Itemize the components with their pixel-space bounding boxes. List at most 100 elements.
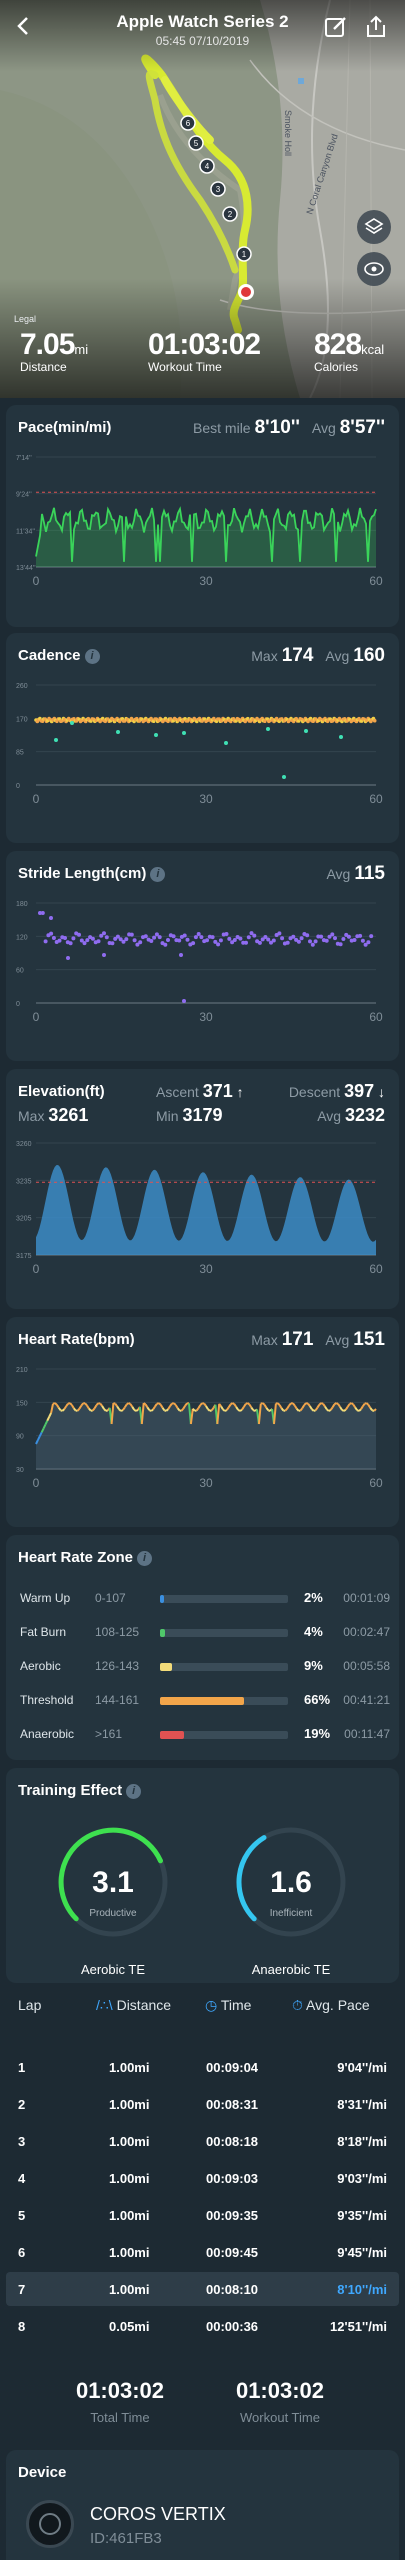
- lap-row[interactable]: 7 1.00mi 00:08:10 8'10''/mi: [6, 2272, 399, 2306]
- lap-row[interactable]: 3 1.00mi 00:08:18 8'18''/mi: [18, 2134, 387, 2149]
- stride-point: [157, 935, 162, 940]
- stride-point: [277, 931, 282, 936]
- zone-bar-fill: [160, 1595, 164, 1603]
- stride-point: [333, 936, 337, 941]
- heart-rate-segment: [192, 1408, 196, 1412]
- y-tick-label: 85: [16, 750, 24, 757]
- heart-rate-segment: [303, 1402, 307, 1406]
- stride-point: [218, 938, 223, 943]
- heart-rate-segment: [128, 1402, 131, 1405]
- back-icon[interactable]: [10, 14, 38, 42]
- stride-point: [118, 937, 123, 942]
- heart-rate-segment: [164, 1409, 167, 1412]
- x-tick-label: 0: [33, 574, 40, 588]
- stride-point: [110, 941, 115, 946]
- heart-rate-segment: [122, 1406, 126, 1411]
- stride-point: [338, 942, 343, 947]
- elevation-avg: Avg 3232: [317, 1105, 385, 1125]
- heart-rate-segment: [233, 1403, 238, 1408]
- stride-point: [313, 939, 318, 944]
- y-tick-label: 13'44'': [16, 565, 36, 572]
- hr-zone-title: Heart Rate Zone: [18, 1549, 134, 1566]
- stride-point: [238, 936, 243, 941]
- lap-row[interactable]: 4 1.00mi 00:09:03 9'03''/mi: [18, 2171, 387, 2186]
- aerobic-te-value: 3.1: [92, 1866, 134, 1899]
- heart-rate-zone-card: Heart Rate Zone i Warm Up 0-107 2% 00:01:09 F…: [6, 1535, 399, 1760]
- stride-point: [305, 933, 310, 938]
- stride-point: [244, 940, 248, 945]
- stride-point: [102, 953, 106, 957]
- info-icon[interactable]: i: [137, 1551, 153, 1566]
- stride-point: [216, 942, 221, 947]
- heart-rate-segment: [257, 1403, 262, 1425]
- heart-rate-segment: [263, 1404, 268, 1409]
- info-icon[interactable]: i: [84, 649, 100, 664]
- heart-rate-segment: [273, 1403, 277, 1425]
- stride-point: [177, 938, 182, 943]
- heart-rate-segment: [71, 1404, 75, 1409]
- info-icon[interactable]: i: [126, 1784, 142, 1799]
- stride-card: Stride Length(cm) i Avg 115 180 120 60 0 0 30 60: [6, 851, 399, 1061]
- heart-rate-segment: [284, 1407, 288, 1412]
- heart-rate-segment: [322, 1403, 326, 1408]
- heart-rate-segment: [358, 1408, 362, 1412]
- heart-rate-segment: [260, 1402, 264, 1405]
- lap-row[interactable]: 6 1.00mi 00:09:45 9'45''/mi: [18, 2245, 387, 2260]
- hr-zone-row: Fat Burn 108-125 4% 00:02:47: [20, 1624, 390, 1639]
- x-tick-label: 0: [33, 1010, 40, 1024]
- lap-row[interactable]: 5 1.00mi 00:09:35 9'35''/mi: [18, 2208, 387, 2223]
- aerobic-te-label: Aerobic TE: [80, 1962, 146, 1977]
- stride-point: [257, 940, 262, 945]
- heart-rate-segment: [225, 1406, 230, 1411]
- heart-rate-segment: [265, 1407, 270, 1411]
- heart-rate-segment: [60, 1409, 63, 1412]
- stride-point: [193, 935, 198, 940]
- summary-calories: 828kcal Calories: [314, 328, 385, 374]
- heart-rate-segment: [365, 1402, 370, 1406]
- stride-point: [319, 934, 324, 939]
- share-icon[interactable]: [362, 14, 390, 42]
- heart-rate-segment: [301, 1404, 306, 1409]
- lap-row[interactable]: 8 0.05mi 00:00:36 12'51''/mi: [18, 2319, 387, 2334]
- svg-text:4: 4: [205, 162, 210, 171]
- cadence-point: [339, 735, 343, 739]
- hr-zone-row: Aerobic 126-143 9% 00:05:58: [20, 1658, 390, 1673]
- heart-rate-segment: [313, 1409, 316, 1412]
- stopwatch-icon: ⏱: [292, 1997, 303, 2013]
- heart-rate-segment: [38, 1431, 43, 1437]
- lap-header: Lap: [18, 1997, 42, 2013]
- lap-row[interactable]: 1 1.00mi 00:09:04 9'04''/mi: [18, 2060, 387, 2075]
- summary-distance: 7.05mi Distance: [20, 328, 89, 374]
- stride-point: [358, 933, 363, 938]
- heart-rate-segment: [167, 1405, 171, 1410]
- total-time: 01:03:02 Total Time: [75, 2378, 165, 2425]
- edit-icon[interactable]: [322, 14, 350, 42]
- stride-point: [132, 938, 137, 943]
- heart-rate-segment: [341, 1409, 345, 1412]
- heart-rate-segment: [159, 1404, 164, 1409]
- info-icon[interactable]: i: [150, 867, 166, 882]
- heart-rate-segment: [152, 1405, 156, 1411]
- anaerobic-te-label: Anaerobic TE: [251, 1962, 331, 1977]
- eye-icon[interactable]: [357, 252, 391, 286]
- stride-point: [79, 938, 84, 943]
- stride-point: [149, 939, 154, 943]
- zone-bar-fill: [160, 1731, 185, 1739]
- map-layers-icon[interactable]: [357, 210, 391, 244]
- lap-marker: 2: [222, 206, 238, 222]
- pace-header: ⏱ Avg. Pace: [292, 1997, 370, 2013]
- route-map[interactable]: Smoke Holl N Coral Canyon Blvd 6 5 4 3 2…: [0, 0, 405, 398]
- stride-point: [138, 940, 143, 945]
- stride-point: [49, 931, 54, 936]
- stride-chart: 180 120 60 0 0 30 60: [16, 901, 383, 1024]
- stride-point: [185, 937, 190, 942]
- heart-rate-segment: [189, 1408, 194, 1425]
- heart-rate-segment: [329, 1406, 334, 1411]
- heart-rate-segment: [207, 1408, 211, 1412]
- heart-rate-stats: Max 171 Avg 151: [251, 1329, 385, 1350]
- lap-row[interactable]: 2 1.00mi 00:08:31 8'31''/mi: [18, 2097, 387, 2112]
- stride-point: [213, 939, 218, 944]
- heart-rate-segment: [69, 1402, 73, 1406]
- stride-point: [366, 940, 371, 945]
